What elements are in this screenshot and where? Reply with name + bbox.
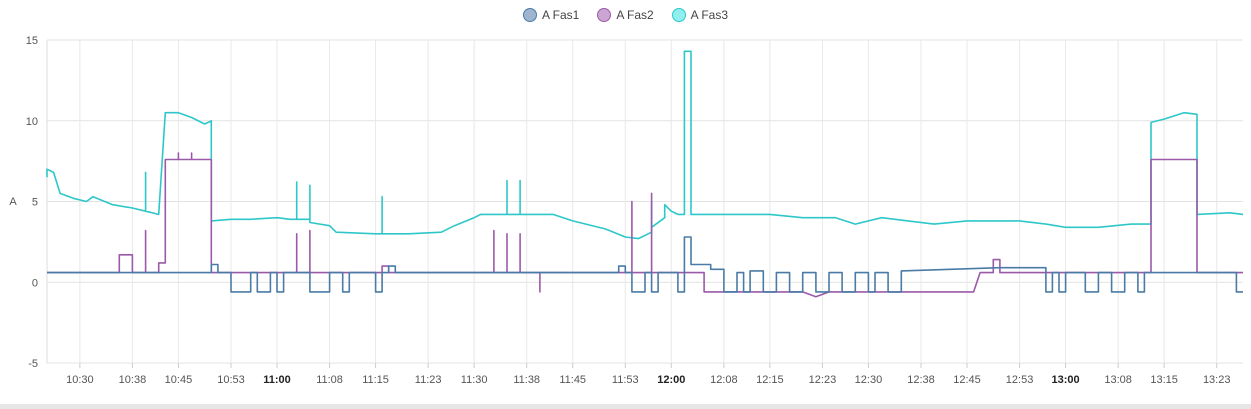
- x-tick-label: 12:38: [907, 374, 935, 386]
- legend-item-fas2[interactable]: A Fas2: [597, 8, 654, 22]
- legend-item-fas1[interactable]: A Fas1: [522, 8, 580, 22]
- legend-label-fas2: A Fas2: [616, 8, 654, 22]
- legend-label-fas1: A Fas1: [541, 8, 580, 22]
- x-tick-label: 11:00: [263, 374, 291, 386]
- x-tick-label: 10:38: [119, 374, 147, 386]
- x-tick-label: 12:15: [756, 374, 784, 386]
- x-tick-label: 12:53: [1006, 374, 1034, 386]
- legend-swatch-fas3: [671, 8, 686, 22]
- legend-label-fas3: A Fas3: [690, 8, 729, 22]
- x-tick-label: 12:45: [953, 374, 981, 386]
- bottom-scroll-strip: [0, 404, 1251, 409]
- x-tick-label: 10:45: [165, 374, 193, 386]
- x-tick-label: 12:00: [657, 374, 685, 386]
- x-tick-label: 11:15: [362, 374, 389, 386]
- x-tick-label: 11:45: [559, 374, 586, 386]
- x-tick-label: 11:38: [513, 374, 540, 386]
- y-tick-label: 15: [26, 35, 38, 47]
- x-tick-label: 12:08: [710, 374, 738, 386]
- series-line-a-fas3[interactable]: [46, 50, 1244, 240]
- x-tick-label: 11:53: [612, 374, 639, 386]
- x-tick-label: 10:53: [217, 374, 245, 386]
- series-line-a-fas1[interactable]: [47, 236, 1243, 293]
- y-axis-label: A: [9, 196, 17, 208]
- x-tick-label: 11:30: [461, 374, 488, 386]
- legend-item-fas3[interactable]: A Fas3: [671, 8, 729, 22]
- y-tick-label: -5: [28, 358, 38, 370]
- x-tick-label: 13:15: [1150, 374, 1178, 386]
- x-tick-label: 13:08: [1104, 374, 1132, 386]
- x-tick-label: 12:23: [809, 374, 837, 386]
- x-tick-label: 12:30: [855, 374, 883, 386]
- x-tick-label: 11:08: [316, 374, 343, 386]
- y-tick-label: 10: [26, 116, 38, 128]
- x-tick-label: 11:23: [415, 374, 442, 386]
- legend-swatch-fas1: [522, 8, 537, 22]
- x-tick-label: 13:23: [1203, 374, 1231, 386]
- y-tick-label: 0: [32, 277, 38, 289]
- legend: A Fas1 A Fas2 A Fas3: [0, 8, 1251, 22]
- x-tick-label: 10:30: [66, 374, 94, 386]
- y-tick-label: 5: [32, 197, 38, 209]
- legend-swatch-fas2: [597, 8, 612, 22]
- x-tick-label: 13:00: [1052, 374, 1080, 386]
